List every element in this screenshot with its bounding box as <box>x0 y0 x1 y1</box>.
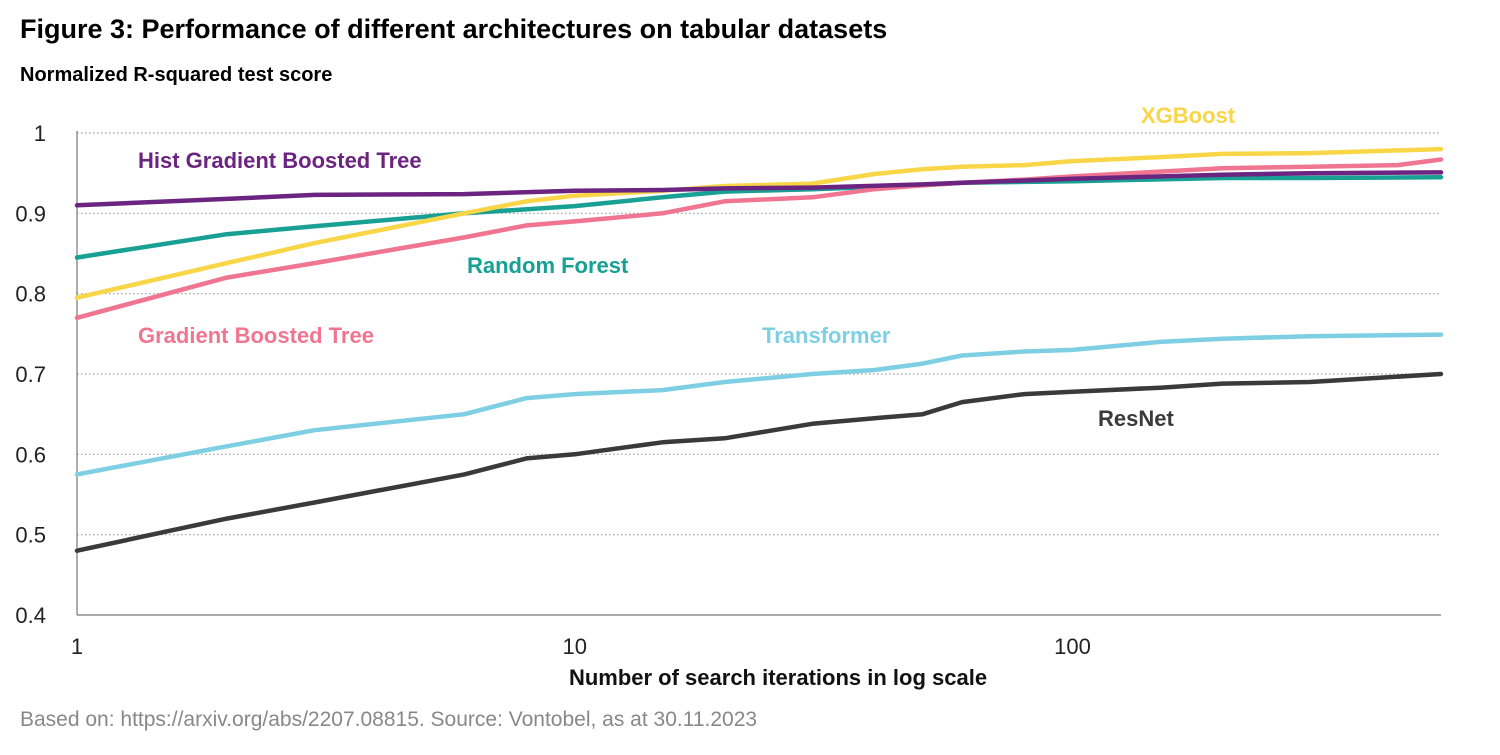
series-line-gradient-boosted-tree <box>74 157 1444 321</box>
source-footnote: Based on: https://arxiv.org/abs/2207.088… <box>20 708 758 731</box>
series-line-xgboost <box>74 146 1444 300</box>
series-lines <box>74 146 1444 553</box>
y-tick-label: 0.9 <box>15 201 46 226</box>
series-line-resnet <box>74 371 1444 553</box>
y-tick-label: 0.6 <box>15 442 46 467</box>
series-label-gradient-boosted-tree: Gradient Boosted Tree <box>138 323 374 348</box>
y-tick-labels: 0.4 0.5 0.6 0.7 0.8 0.9 1 <box>15 121 46 628</box>
x-axis-label: Number of search iterations in log scale <box>569 665 987 690</box>
series-label-resnet: ResNet <box>1098 406 1174 431</box>
series-labels: Hist Gradient Boosted Tree Random Forest… <box>138 103 1236 431</box>
series-line-transformer <box>74 332 1444 477</box>
y-tick-label: 0.5 <box>15 523 46 548</box>
x-tick-label: 100 <box>1054 634 1091 659</box>
series-label-transformer: Transformer <box>762 323 891 348</box>
y-tick-label: 0.7 <box>15 362 46 387</box>
chart-title: Figure 3: Performance of different archi… <box>20 14 888 44</box>
chart-subtitle: Normalized R-squared test score <box>20 64 333 86</box>
y-tick-label: 0.8 <box>15 282 46 307</box>
series-line-hist-gradient-boosted-tree <box>74 170 1444 208</box>
x-tick-labels: 1 10 100 <box>71 634 1091 659</box>
series-label-random-forest: Random Forest <box>467 253 629 278</box>
x-tick-label: 1 <box>71 634 83 659</box>
axes <box>76 131 1441 616</box>
x-tick-label: 10 <box>563 634 587 659</box>
y-tick-label: 0.4 <box>15 603 46 628</box>
series-label-xgboost: XGBoost <box>1141 103 1236 128</box>
gridlines <box>77 132 1441 536</box>
series-line-random-forest <box>74 174 1444 260</box>
series-label-hist-gradient-boosted-tree: Hist Gradient Boosted Tree <box>138 148 422 173</box>
y-tick-label: 1 <box>34 121 46 146</box>
